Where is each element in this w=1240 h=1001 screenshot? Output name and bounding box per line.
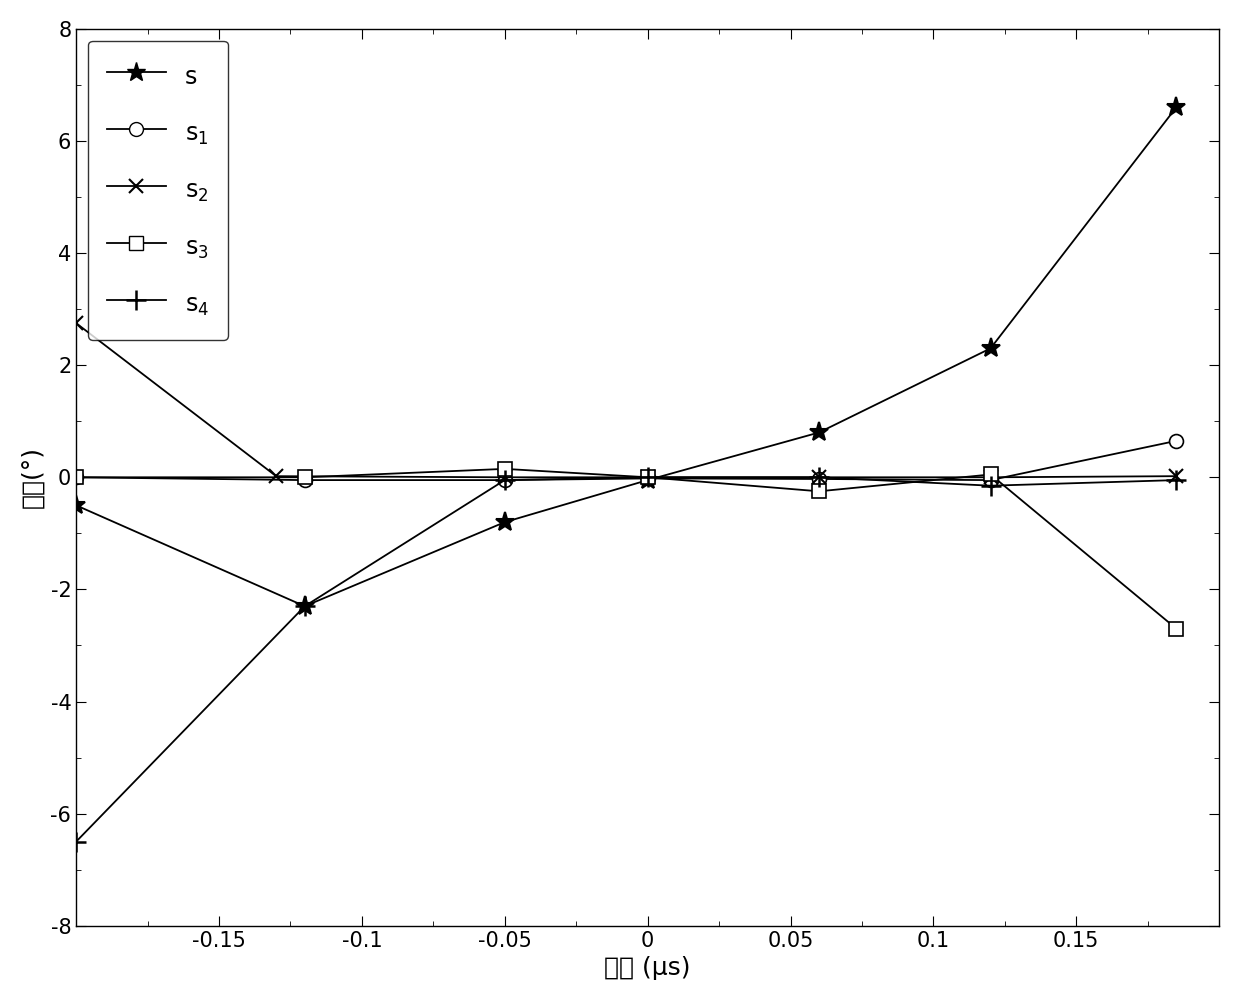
Y-axis label: 相位(°): 相位(°) xyxy=(21,446,45,509)
Legend: s, s$_1$, s$_2$, s$_3$, s$_4$: s, s$_1$, s$_2$, s$_3$, s$_4$ xyxy=(88,41,228,340)
X-axis label: 延时 (μs): 延时 (μs) xyxy=(604,956,691,980)
